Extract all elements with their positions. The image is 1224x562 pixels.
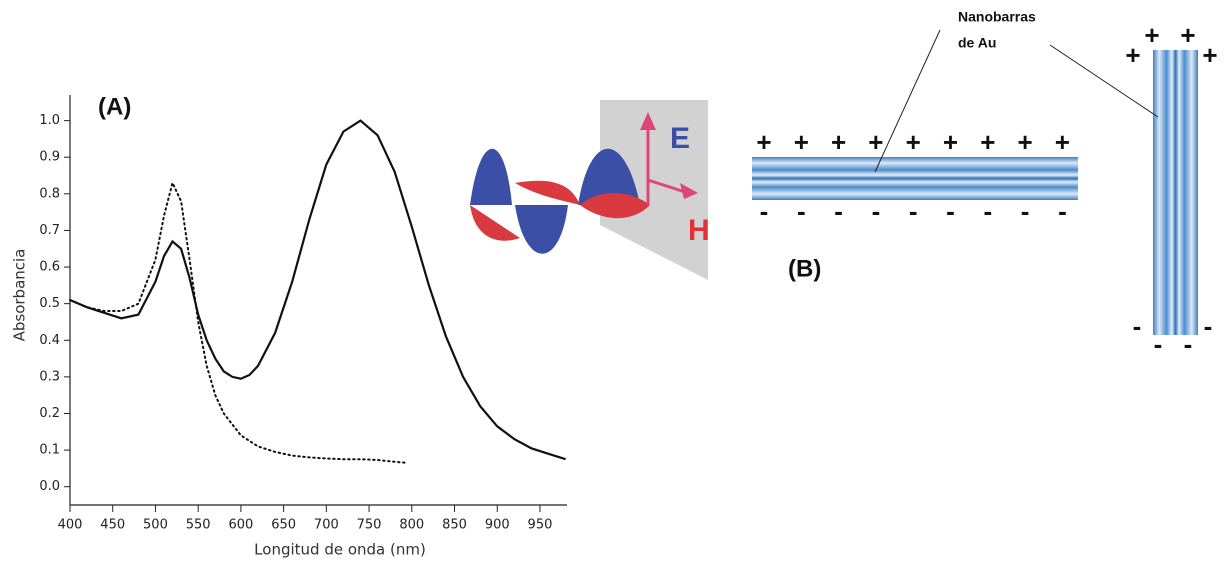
x-tick-label: 650	[271, 518, 296, 533]
y-axis-label: Absorbancia	[11, 249, 29, 342]
charge-sign: +	[756, 127, 771, 157]
y-tick-label: 0.7	[39, 223, 60, 238]
h-label: H	[688, 214, 710, 247]
y-tick-label: 1.0	[39, 113, 60, 128]
wave-lobe	[470, 205, 520, 241]
y-tick-label: 0.0	[39, 479, 60, 494]
panel-label: (A)	[98, 93, 131, 120]
charge-sign: +	[868, 127, 883, 157]
charge-sign: -	[1204, 311, 1213, 341]
diagram: E H Nanobarras de Au (B) + + + + + + + + +- - - - - -…	[470, 9, 1218, 359]
leader-line	[1049, 44, 1159, 118]
wave-lobe	[578, 148, 640, 205]
x-tick-label: 800	[399, 518, 424, 533]
x-tick-label: 500	[143, 518, 168, 533]
chart: (A) Longitud de onda (nm) Absorbancia 0.…	[11, 93, 567, 559]
y-tick-label: 0.9	[39, 150, 60, 165]
x-tick-label: 600	[228, 518, 253, 533]
x-tick-label: 550	[186, 518, 211, 533]
horizontal-rod	[752, 157, 1078, 200]
y-tick-label: 0.8	[39, 186, 60, 201]
field-plane	[600, 100, 708, 280]
charge-sign: +	[943, 127, 958, 157]
leader-line	[874, 29, 941, 173]
charge-sign: +	[1180, 20, 1195, 50]
e-label: E	[670, 122, 690, 155]
wave-lobe	[515, 205, 568, 254]
charge-sign: -	[872, 196, 881, 226]
charge-sign: +	[1018, 127, 1033, 157]
charge-sign: +	[980, 127, 995, 157]
h-arrow	[647, 178, 686, 194]
y-tick-label: 0.4	[39, 333, 60, 348]
e-arrowhead	[640, 112, 656, 130]
x-tick-label: 900	[485, 518, 510, 533]
y-tick-label: 0.6	[39, 260, 60, 275]
charge-sign: +	[1055, 127, 1070, 157]
charge-sign: +	[1125, 40, 1140, 70]
charge-sign: -	[1184, 329, 1193, 359]
x-tick-label: 950	[528, 518, 553, 533]
wave-lobe	[580, 192, 650, 219]
y-tick-label: 0.1	[39, 443, 60, 458]
charge-sign: +	[794, 127, 809, 157]
x-tick-label: 850	[442, 518, 467, 533]
charge-sign: -	[1133, 311, 1142, 341]
h-arrowhead	[680, 183, 698, 199]
charge-sign: -	[1058, 196, 1067, 226]
charge-sign: -	[1021, 196, 1030, 226]
x-tick-label: 700	[314, 518, 339, 533]
panel-label: (B)	[788, 255, 821, 282]
charge-sign: -	[797, 196, 806, 226]
charge-sign: -	[1154, 329, 1163, 359]
x-tick-label: 750	[357, 518, 382, 533]
charge-sign: -	[834, 196, 843, 226]
caption: Nanobarras	[958, 9, 1036, 25]
vertical-rod	[1153, 50, 1198, 335]
wave-lobe	[515, 180, 580, 205]
y-tick-label: 0.3	[39, 369, 60, 384]
charge-sign: -	[946, 196, 955, 226]
charge-sign: -	[983, 196, 992, 226]
charge-sign: +	[1144, 20, 1159, 50]
charge-sign: -	[909, 196, 918, 226]
data-line	[69, 179, 409, 464]
charge-sign: +	[831, 127, 846, 157]
wave-lobe	[470, 148, 512, 205]
x-tick-label: 400	[58, 518, 83, 533]
y-tick-label: 0.5	[39, 296, 60, 311]
caption: de Au	[958, 35, 996, 51]
x-tick-label: 450	[100, 518, 125, 533]
x-axis-label: Longitud de onda (nm)	[254, 541, 426, 559]
y-tick-label: 0.2	[39, 406, 60, 421]
charge-sign: +	[1202, 40, 1217, 70]
charge-sign: +	[906, 127, 921, 157]
data-line	[69, 119, 566, 461]
charge-sign: -	[760, 196, 769, 226]
